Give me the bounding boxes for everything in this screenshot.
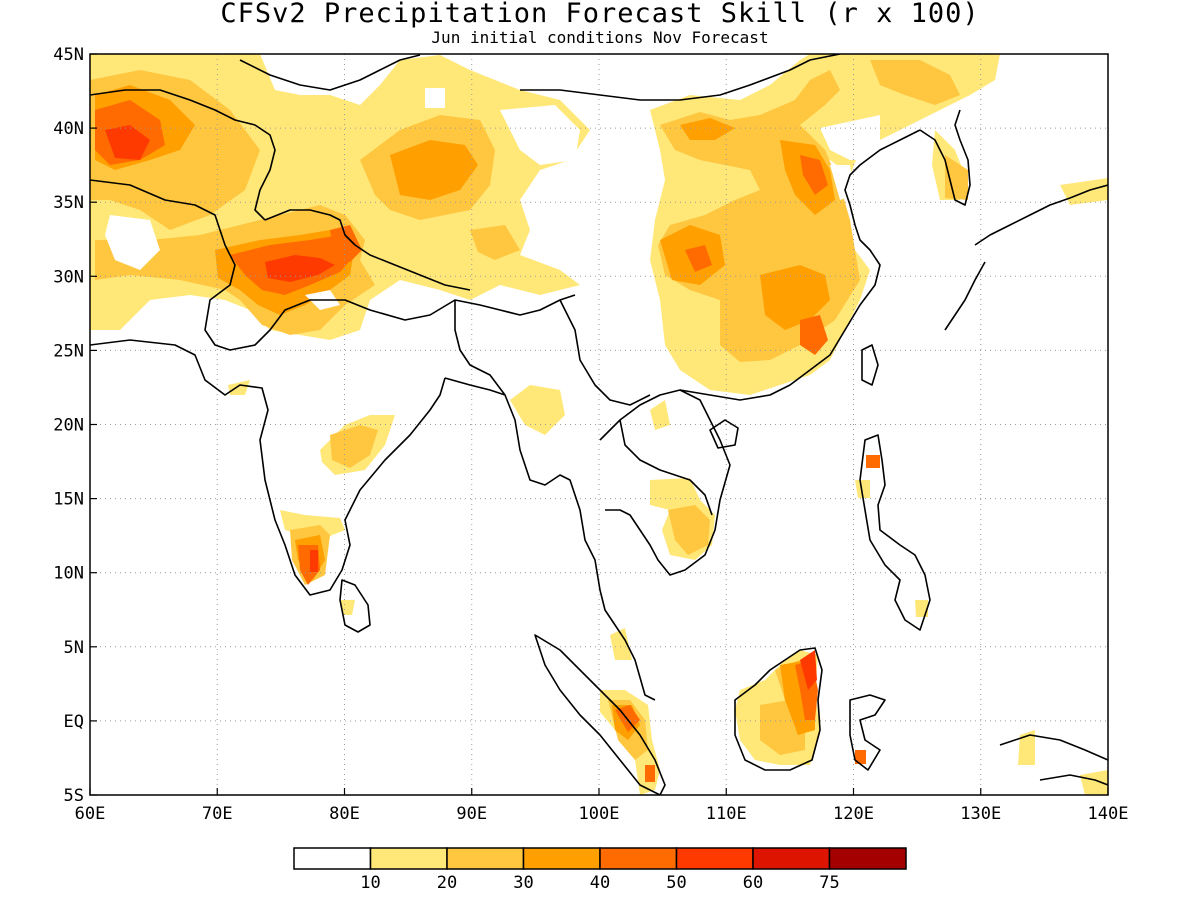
colorbar-swatch (522, 847, 601, 870)
map-title: CFSv2 Precipitation Forecast Skill (r x … (220, 0, 980, 29)
lat-tick-label: 10N (53, 564, 84, 584)
coastlines (90, 54, 1108, 795)
lat-tick-label: 5N (64, 638, 84, 658)
colorbar-swatch (828, 847, 907, 870)
colorbar-label: 40 (590, 873, 610, 893)
lat-tick-label: 45N (53, 45, 84, 65)
lon-tick-label: 60E (75, 804, 106, 824)
lat-tick-label: EQ (64, 712, 84, 732)
longitude-axis: 60E 70E 80E 90E 100E 110E 120E 130E 140E (75, 788, 1129, 824)
colorbar-label: 20 (437, 873, 457, 893)
lon-tick-label: 140E (1088, 804, 1129, 824)
colorbar-swatch (369, 847, 448, 870)
colorbar-label: 50 (666, 873, 686, 893)
colorbar-label: 75 (819, 873, 839, 893)
lon-tick-label: 70E (202, 804, 233, 824)
lon-tick-label: 80E (329, 804, 360, 824)
lon-tick-label: 110E (706, 804, 747, 824)
lat-tick-label: 20N (53, 416, 84, 436)
colorbar-label: 10 (360, 873, 380, 893)
colorbar-swatch (599, 847, 678, 870)
lon-tick-label: 100E (579, 804, 620, 824)
latitude-axis: 5S EQ 5N 10N 15N 20N 25N 30N 35N 40N 45N (53, 45, 97, 806)
lon-tick-label: 90E (456, 804, 487, 824)
map-subtitle: Jun initial conditions Nov Forecast (431, 28, 769, 47)
lat-tick-label: 5S (64, 786, 84, 806)
lon-tick-label: 130E (960, 804, 1001, 824)
colorbar-swatch (675, 847, 754, 870)
lat-tick-label: 40N (53, 119, 84, 139)
gridlines (90, 54, 1108, 795)
colorbar-swatch (446, 847, 525, 870)
lat-tick-label: 35N (53, 193, 84, 213)
colorbar-swatch (752, 847, 831, 870)
lon-tick-label: 120E (833, 804, 874, 824)
colorbar-label: 30 (513, 873, 533, 893)
lat-tick-label: 30N (53, 267, 84, 287)
colorbar-label: 60 (743, 873, 763, 893)
lat-tick-label: 25N (53, 341, 84, 361)
lat-tick-label: 15N (53, 490, 84, 510)
skill-shading (90, 54, 1108, 795)
colorbar-swatch (293, 847, 372, 870)
